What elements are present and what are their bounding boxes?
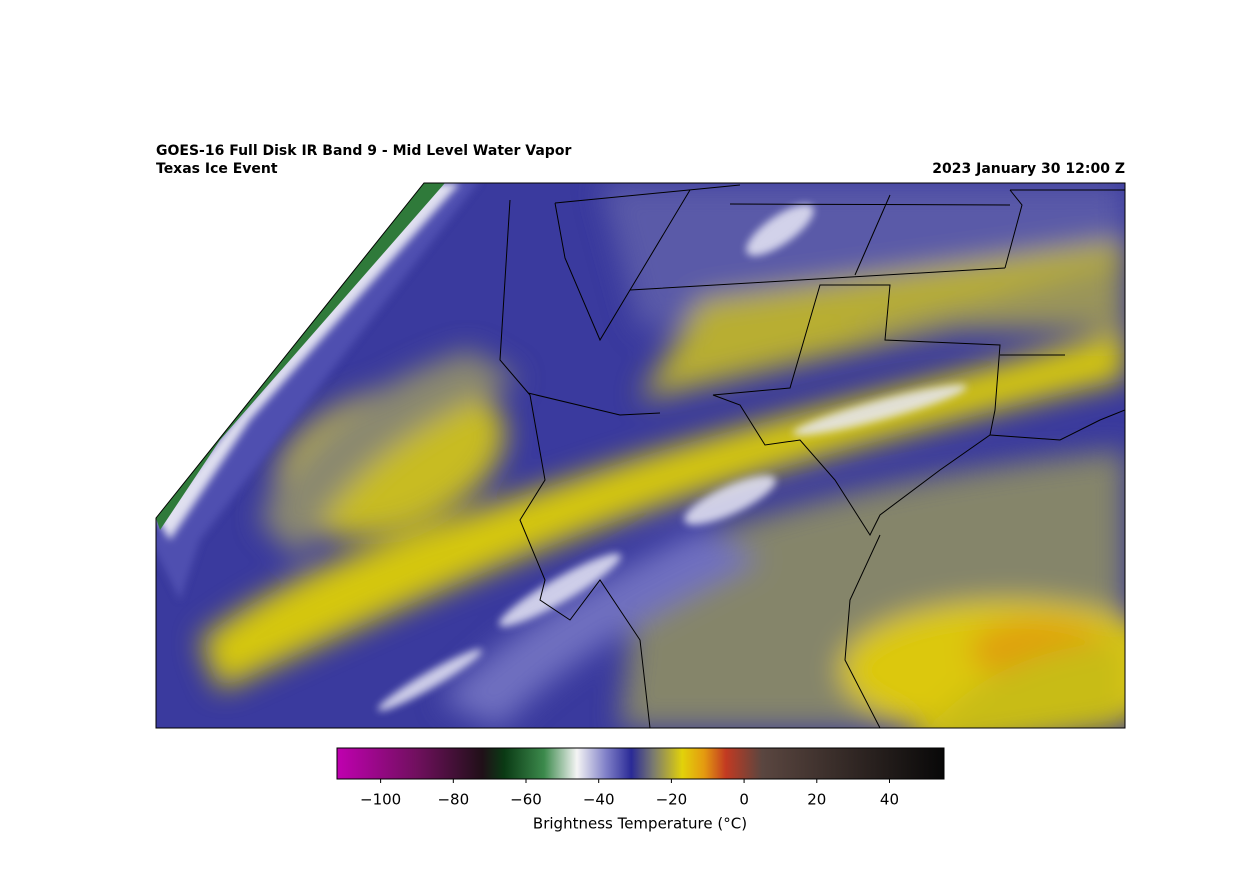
map-frame (155, 182, 1126, 729)
colorbar-tick-label: 0 (739, 791, 749, 809)
colorbar-tick-label: −100 (360, 791, 401, 809)
colorbar: −100 −80 −60 −40 −20 0 20 40 (336, 747, 945, 809)
colorbar-tick-label: 20 (807, 791, 826, 809)
colorbar-tick-label: −20 (656, 791, 688, 809)
colorbar-label: Brightness Temperature (°C) (533, 815, 747, 833)
timestamp: 2023 January 30 12:00 Z (932, 161, 1125, 177)
colorbar-tick-label: 40 (880, 791, 899, 809)
satellite-image (156, 183, 1125, 728)
colorbar-tick-label: −80 (437, 791, 469, 809)
subtitle: Texas Ice Event (156, 161, 278, 177)
colorbar-tick-label: −40 (583, 791, 615, 809)
colorbar-strip (336, 747, 945, 780)
colorbar-tick-label: −60 (510, 791, 542, 809)
title: GOES-16 Full Disk IR Band 9 - Mid Level … (156, 143, 571, 159)
